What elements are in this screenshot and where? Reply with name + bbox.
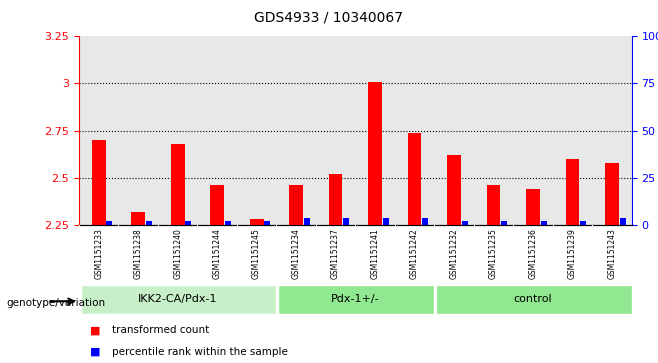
Bar [526, 189, 540, 225]
Bar [501, 221, 507, 225]
Bar [343, 217, 349, 225]
Bar [422, 217, 428, 225]
Text: GSM1151238: GSM1151238 [134, 228, 143, 279]
Bar [447, 155, 461, 225]
Bar [225, 221, 231, 225]
Bar [541, 221, 547, 225]
Bar [328, 174, 342, 225]
Bar [368, 82, 382, 225]
Bar [146, 221, 152, 225]
FancyBboxPatch shape [81, 285, 276, 314]
Text: ■: ■ [90, 325, 101, 335]
Text: GSM1151239: GSM1151239 [568, 228, 577, 279]
Bar [107, 221, 113, 225]
Text: control: control [514, 294, 552, 305]
FancyBboxPatch shape [278, 285, 434, 314]
Bar [91, 140, 105, 225]
Text: transformed count: transformed count [112, 325, 209, 335]
Text: GSM1151235: GSM1151235 [489, 228, 498, 279]
Text: GDS4933 / 10340067: GDS4933 / 10340067 [255, 11, 403, 25]
Bar [605, 163, 619, 225]
Bar [170, 144, 184, 225]
Text: GSM1151232: GSM1151232 [449, 228, 459, 279]
Bar [383, 217, 389, 225]
Text: GSM1151243: GSM1151243 [607, 228, 617, 279]
Bar [131, 212, 145, 225]
Bar [580, 221, 586, 225]
Text: GSM1151244: GSM1151244 [213, 228, 222, 279]
Bar [486, 185, 500, 225]
Bar [462, 221, 468, 225]
Bar [186, 221, 191, 225]
Bar [265, 221, 270, 225]
Text: IKK2-CA/Pdx-1: IKK2-CA/Pdx-1 [138, 294, 217, 305]
Bar [407, 132, 421, 225]
Text: GSM1151245: GSM1151245 [252, 228, 261, 279]
Bar [565, 159, 579, 225]
Text: GSM1151240: GSM1151240 [173, 228, 182, 279]
Text: ■: ■ [90, 347, 101, 357]
Text: GSM1151233: GSM1151233 [94, 228, 103, 279]
Bar [210, 185, 224, 225]
Bar [289, 185, 303, 225]
Bar [249, 219, 263, 225]
FancyBboxPatch shape [436, 285, 632, 314]
Text: Pdx-1+/-: Pdx-1+/- [331, 294, 380, 305]
Text: GSM1151241: GSM1151241 [370, 228, 380, 279]
Text: GSM1151236: GSM1151236 [528, 228, 538, 279]
Text: GSM1151242: GSM1151242 [410, 228, 419, 279]
Text: GSM1151237: GSM1151237 [331, 228, 340, 279]
Bar [620, 217, 626, 225]
Text: genotype/variation: genotype/variation [7, 298, 106, 308]
Bar [304, 217, 310, 225]
Text: percentile rank within the sample: percentile rank within the sample [112, 347, 288, 357]
Text: GSM1151234: GSM1151234 [291, 228, 301, 279]
